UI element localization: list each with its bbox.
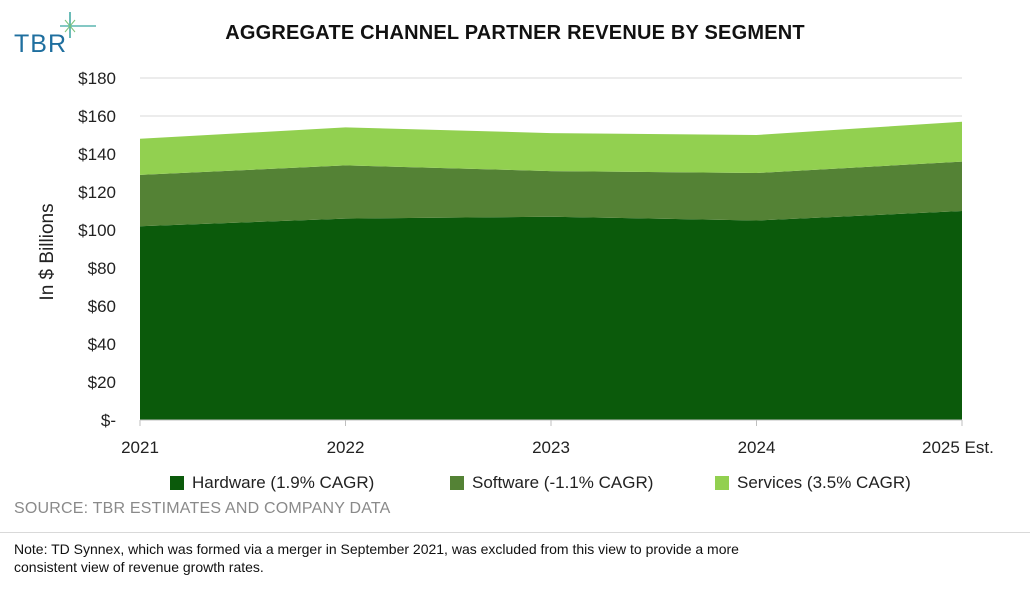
area-chart: $- $20 $40 $60 $80 $100 $120 $140 $160 $180 2021 20… (37, 69, 994, 457)
logo-text: TBR (14, 30, 67, 58)
y-tick-label: $40 (88, 335, 116, 354)
legend-item: Software (-1.1% CAGR) (450, 470, 653, 496)
chart-card: TBR AGGREGATE CHANNEL PARTNER REVENUE BY… (0, 8, 1030, 533)
legend-swatch (170, 476, 184, 490)
x-tick-label: 2025 Est. (922, 438, 994, 457)
y-tick-label: $120 (78, 183, 116, 202)
footnote: Note: TD Synnex, which was formed via a … (14, 541, 739, 575)
y-tick-label: $60 (88, 297, 116, 316)
y-tick-label: $100 (78, 221, 116, 240)
area-software (140, 161, 962, 227)
legend-label: Services (3.5% CAGR) (737, 473, 911, 492)
x-tick-label: 2023 (532, 438, 570, 457)
axes: $- $20 $40 $60 $80 $100 $120 $140 $160 $180 2021 20… (78, 69, 994, 457)
area-series (140, 121, 962, 420)
tbr-logo: TBR (10, 8, 100, 58)
area-hardware (140, 211, 962, 420)
y-tick-label: $140 (78, 145, 116, 164)
legend: Hardware (1.9% CAGR) Software (-1.1% CAGR… (170, 470, 970, 496)
chart-title: AGGREGATE CHANNEL PARTNER REVENUE BY SEG… (225, 22, 805, 44)
source-text: SOURCE: TBR ESTIMATES AND COMPANY DATA (14, 500, 391, 517)
legend-swatch (715, 476, 729, 490)
y-tick-label: $20 (88, 373, 116, 392)
x-tick-label: 2024 (738, 438, 776, 457)
x-tick-label: 2021 (121, 438, 159, 457)
y-tick-label: $160 (78, 107, 116, 126)
y-tick-label: $80 (88, 259, 116, 278)
legend-item: Services (3.5% CAGR) (715, 470, 911, 496)
legend-label: Hardware (1.9% CAGR) (192, 473, 375, 492)
legend-swatch (450, 476, 464, 490)
legend-item: Hardware (1.9% CAGR) (170, 470, 374, 496)
y-axis-label: In $ Billions (37, 203, 58, 300)
y-tick-label: $- (101, 411, 116, 430)
x-tick-label: 2022 (327, 438, 365, 457)
y-tick-label: $180 (78, 69, 116, 88)
tbr-star-icon (60, 12, 96, 38)
area-services (140, 121, 962, 175)
legend-label: Software (-1.1% CAGR) (472, 473, 654, 492)
